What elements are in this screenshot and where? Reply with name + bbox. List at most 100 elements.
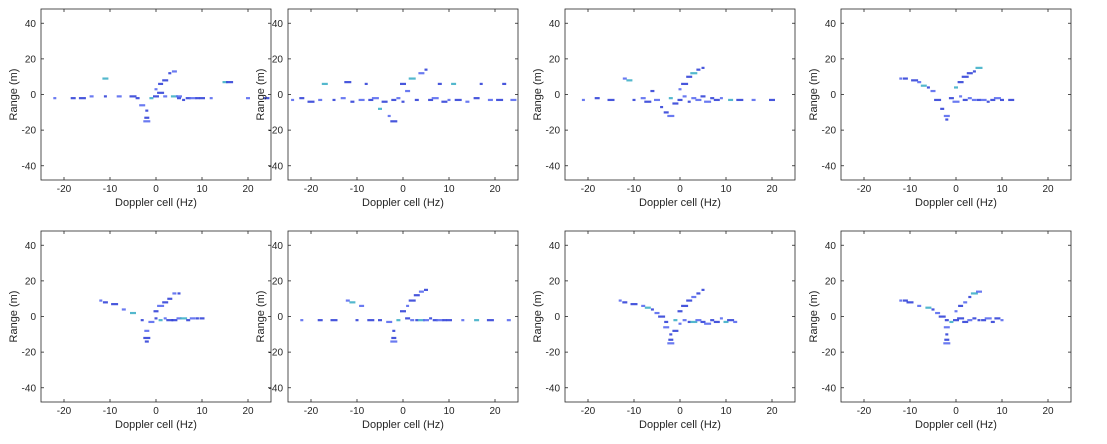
data-point [332, 98, 336, 102]
x-axis-label: Doppler cell (Hz) [115, 419, 197, 431]
subplot-7: -20 -10 0 10 20 -40 -20 0 20 40 Doppler cell (Hz) R… [532, 230, 796, 431]
data-point [690, 320, 698, 324]
data-point [690, 72, 698, 75]
y-tick-label: -40 [269, 161, 284, 172]
data-point [371, 97, 379, 100]
data-point [664, 320, 669, 324]
y-tick-label: -20 [22, 348, 37, 359]
data-point [502, 82, 507, 86]
data-point [496, 98, 504, 102]
data-point [980, 98, 987, 102]
x-axis-label: Doppler cell (Hz) [639, 197, 721, 209]
y-tick-label: 40 [825, 241, 837, 252]
y-tick-label: -20 [546, 348, 561, 359]
data-point [733, 320, 738, 324]
data-point [166, 319, 174, 322]
data-point [364, 82, 368, 86]
data-point [678, 322, 682, 325]
data-point [966, 72, 973, 75]
data-point [162, 79, 169, 82]
plot-frame [564, 8, 796, 181]
data-point [381, 100, 388, 103]
data-point [687, 100, 691, 103]
data-point [171, 319, 178, 322]
data-point [696, 292, 701, 295]
plot-frame [840, 8, 1072, 181]
data-point [899, 299, 903, 302]
data-point [189, 97, 197, 100]
data-point [447, 98, 451, 102]
subplot-2: -20 -10 0 10 20 -40 -20 0 20 40 Doppler cell (Hz) R… [255, 8, 519, 209]
data-point [441, 100, 448, 103]
data-point [176, 95, 182, 98]
data-point [386, 320, 393, 324]
data-point [952, 100, 960, 103]
data-point [953, 319, 959, 322]
data-point [378, 107, 382, 110]
data-point [917, 304, 922, 308]
data-point [405, 89, 411, 93]
data-point [53, 97, 57, 100]
data-point [686, 299, 693, 302]
data-point [149, 97, 154, 100]
y-tick-label: 40 [272, 19, 284, 30]
data-point [177, 97, 181, 100]
x-tick-label: 0 [677, 406, 683, 417]
data-point [944, 319, 949, 322]
data-point [719, 97, 723, 100]
data-point [318, 98, 323, 102]
data-point [291, 98, 295, 102]
data-point [700, 95, 706, 98]
data-point [607, 98, 615, 102]
data-point [926, 86, 930, 89]
x-tick-label: -20 [57, 406, 72, 417]
data-point [1008, 98, 1015, 102]
y-tick-label: 20 [549, 54, 561, 65]
x-tick-label: 20 [242, 184, 254, 195]
data-point [209, 97, 213, 100]
y-tick-label: 40 [25, 241, 37, 252]
data-point [581, 98, 585, 102]
data-point [405, 317, 411, 320]
data-point [176, 317, 182, 320]
data-point [167, 297, 173, 300]
data-point [387, 114, 391, 118]
y-axis-label: Range (m) [255, 291, 267, 343]
data-point [199, 317, 205, 320]
y-tick-label: 20 [272, 276, 284, 287]
data-point [686, 75, 693, 78]
data-point [417, 319, 425, 322]
data-point [349, 301, 356, 304]
data-point [968, 295, 972, 299]
data-point [144, 340, 149, 343]
data-point [710, 319, 715, 322]
plot-frame [287, 8, 519, 181]
x-tick-label: 20 [1042, 184, 1054, 195]
x-axis-label: Doppler cell (Hz) [115, 197, 197, 209]
data-point [967, 319, 973, 322]
x-axis-label: Doppler cell (Hz) [639, 419, 721, 431]
data-point [400, 310, 406, 313]
data-point [954, 86, 958, 89]
data-point [644, 306, 651, 309]
data-point [943, 114, 950, 118]
data-point [163, 95, 168, 98]
y-tick-label: -20 [546, 126, 561, 137]
data-point [728, 98, 734, 102]
data-point [993, 97, 1001, 100]
data-point [644, 100, 652, 103]
data-point [695, 319, 702, 322]
data-point [622, 77, 627, 80]
data-point [930, 89, 936, 93]
y-axis-label: Range (m) [8, 69, 20, 121]
y-tick-label: 0 [830, 312, 836, 323]
data-point [130, 311, 136, 315]
data-point [687, 320, 691, 324]
data-point [944, 338, 950, 341]
data-point [682, 95, 687, 98]
data-point [340, 97, 346, 100]
y-tick-label: 0 [554, 312, 560, 323]
data-point [622, 301, 628, 304]
data-point [976, 290, 982, 293]
data-point [367, 319, 375, 322]
